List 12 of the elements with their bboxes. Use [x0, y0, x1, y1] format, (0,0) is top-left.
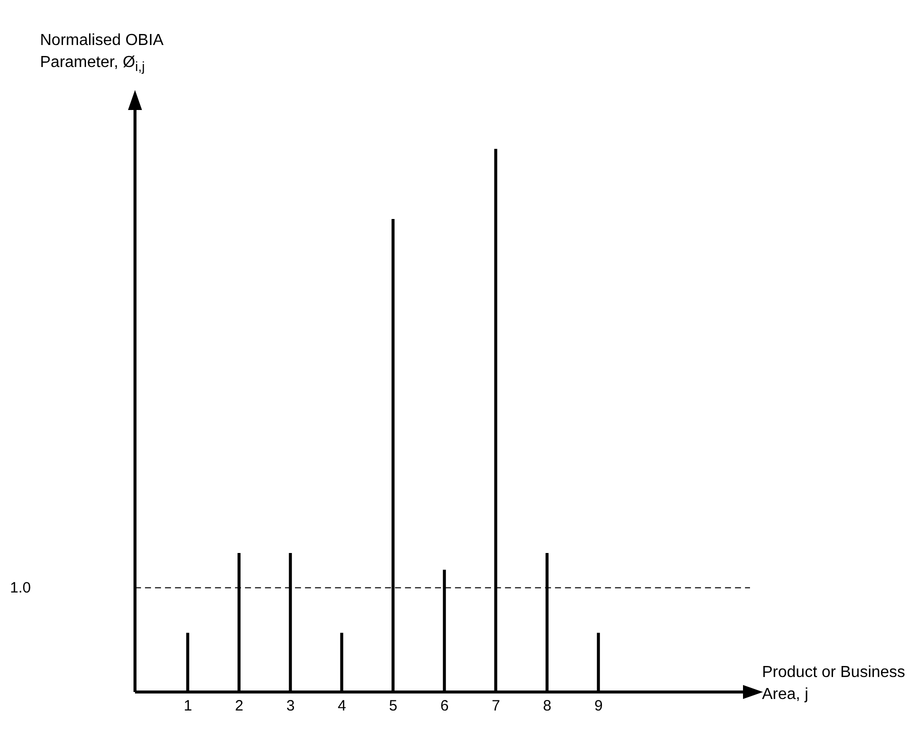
text: 1.0	[10, 580, 31, 597]
x-tick-label: 6	[440, 698, 449, 715]
text: Product or Business Area, j	[762, 664, 906, 703]
x-tick-label: 9	[594, 698, 603, 715]
x-tick-label: 7	[492, 698, 500, 715]
x-tick-label: 8	[543, 698, 552, 715]
y-axis-title: Normalised OBIA Parameter, Ø$_{i,j}$	[40, 32, 163, 74]
x-tick-label: 1	[184, 698, 192, 715]
x-tick-label: 2	[235, 698, 244, 715]
x-tick-label: 4	[338, 698, 346, 715]
x-tick-label: 3	[286, 698, 295, 715]
x-tick-label: 5	[389, 698, 398, 715]
